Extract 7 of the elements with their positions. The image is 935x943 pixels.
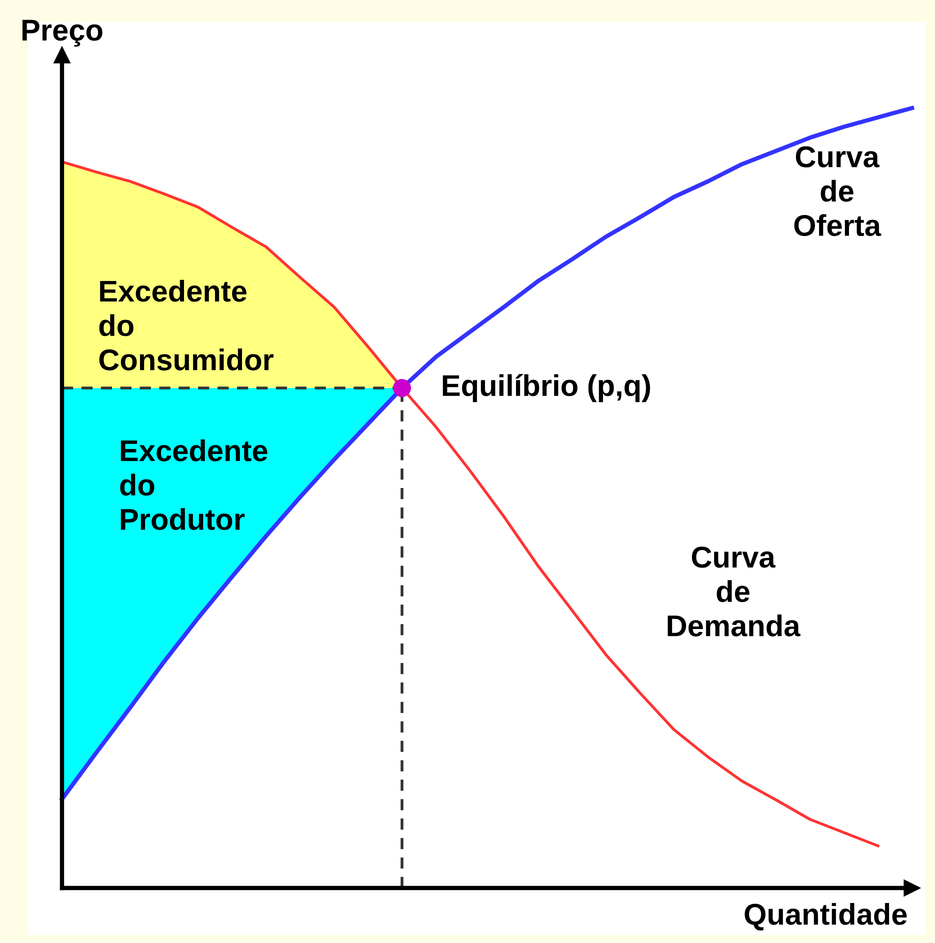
annotation: Excedente do Consumidor: [99, 280, 274, 370]
series-label: Curva de Oferta: [794, 146, 882, 236]
annotation: Equilíbrio (p,q): [442, 374, 650, 402]
annotation: Excedente do Produtor: [120, 439, 268, 530]
series-label: Curva de Demanda: [668, 546, 800, 636]
y-axis-title: Preço: [22, 20, 102, 47]
x-axis-title: Quantidade: [744, 902, 907, 931]
